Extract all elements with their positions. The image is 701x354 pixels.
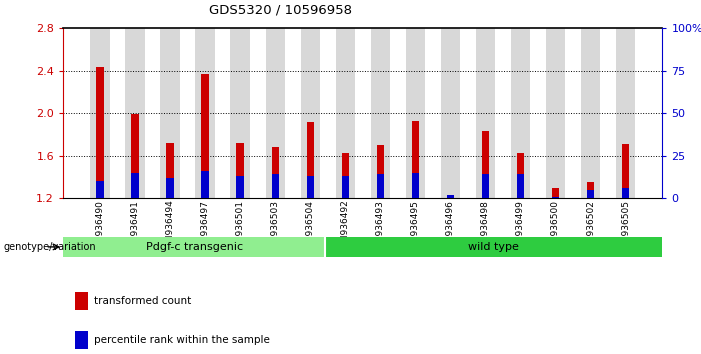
Bar bbox=[371, 28, 390, 198]
Bar bbox=[622, 188, 629, 198]
Text: GDS5320 / 10596958: GDS5320 / 10596958 bbox=[209, 4, 352, 17]
Bar bbox=[271, 147, 279, 198]
Bar bbox=[476, 28, 495, 198]
Bar bbox=[306, 176, 314, 198]
Text: wild type: wild type bbox=[468, 242, 519, 252]
Bar bbox=[546, 28, 565, 198]
Bar bbox=[482, 175, 489, 198]
Bar bbox=[482, 131, 489, 198]
Bar bbox=[411, 121, 419, 198]
Bar bbox=[96, 67, 104, 198]
Bar bbox=[236, 143, 244, 198]
Bar bbox=[622, 144, 629, 198]
Bar bbox=[266, 28, 285, 198]
Text: genotype/variation: genotype/variation bbox=[4, 242, 96, 252]
Bar bbox=[125, 28, 144, 198]
Bar bbox=[336, 28, 355, 198]
Bar bbox=[96, 181, 104, 198]
Bar bbox=[447, 197, 454, 198]
Bar bbox=[511, 28, 530, 198]
Bar bbox=[616, 28, 635, 198]
Bar bbox=[131, 114, 139, 198]
Bar bbox=[341, 176, 349, 198]
Bar bbox=[271, 175, 279, 198]
Bar bbox=[587, 190, 594, 198]
Bar bbox=[75, 292, 88, 310]
Bar bbox=[231, 28, 250, 198]
Bar bbox=[201, 74, 209, 198]
Bar bbox=[75, 331, 88, 349]
Bar bbox=[161, 28, 179, 198]
Bar bbox=[301, 28, 320, 198]
Bar bbox=[166, 178, 174, 198]
Bar bbox=[90, 28, 109, 198]
Bar bbox=[376, 145, 384, 198]
Bar bbox=[411, 173, 419, 198]
Bar bbox=[581, 28, 600, 198]
Bar bbox=[376, 175, 384, 198]
Bar bbox=[587, 182, 594, 198]
Bar bbox=[552, 196, 559, 198]
Bar bbox=[406, 28, 425, 198]
Bar bbox=[306, 122, 314, 198]
Bar bbox=[341, 153, 349, 198]
Text: Pdgf-c transgenic: Pdgf-c transgenic bbox=[146, 242, 243, 252]
Bar bbox=[166, 143, 174, 198]
Bar bbox=[552, 188, 559, 198]
Bar bbox=[131, 173, 139, 198]
Bar bbox=[517, 175, 524, 198]
Bar bbox=[325, 237, 662, 257]
Bar bbox=[517, 153, 524, 198]
Bar bbox=[441, 28, 460, 198]
Bar bbox=[447, 195, 454, 198]
Text: percentile rank within the sample: percentile rank within the sample bbox=[94, 335, 270, 345]
Bar bbox=[63, 237, 325, 257]
Text: transformed count: transformed count bbox=[94, 296, 191, 306]
Bar bbox=[236, 176, 244, 198]
Bar bbox=[196, 28, 215, 198]
Bar bbox=[201, 171, 209, 198]
